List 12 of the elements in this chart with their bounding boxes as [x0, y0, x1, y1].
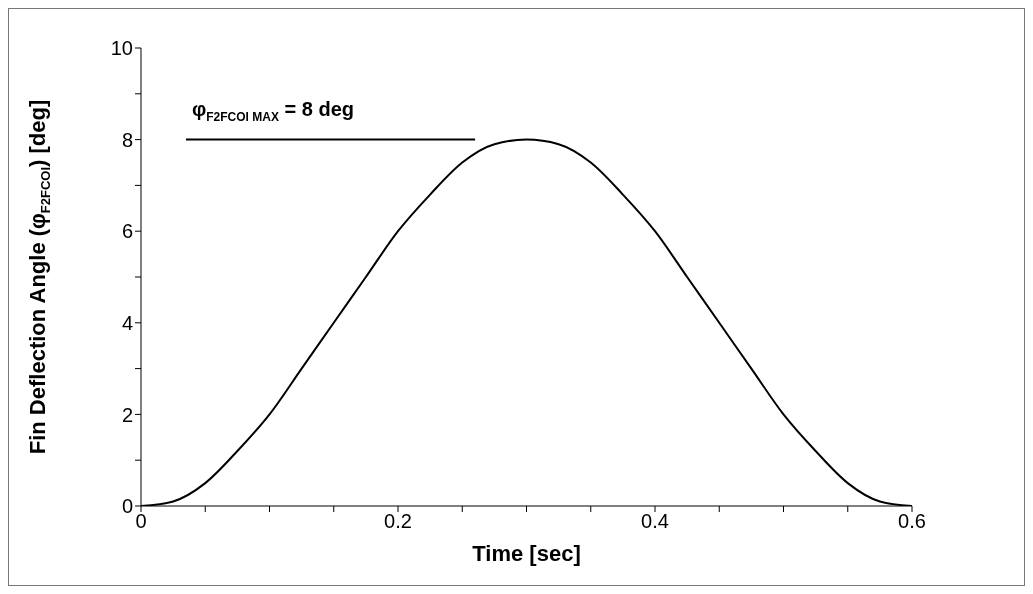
x-tick-label: 0.4: [641, 510, 669, 533]
series-label: φ$_{F2FCOI MAX}$ = 8 deg: [191, 97, 354, 124]
y-tick-label: 2: [121, 403, 133, 426]
y-tick-label: 10: [110, 37, 133, 60]
x-axis-title: Time [sec]: [471, 541, 582, 567]
x-tick-label: 0.6: [898, 510, 926, 533]
y-tick-label: 6: [121, 220, 133, 243]
y-tick-label: 0: [121, 495, 133, 518]
y-tick-label: 8: [121, 128, 133, 151]
x-tick-label: 0: [135, 510, 147, 533]
x-tick-label: 0.2: [384, 510, 412, 533]
y-tick-label: 4: [121, 311, 133, 334]
